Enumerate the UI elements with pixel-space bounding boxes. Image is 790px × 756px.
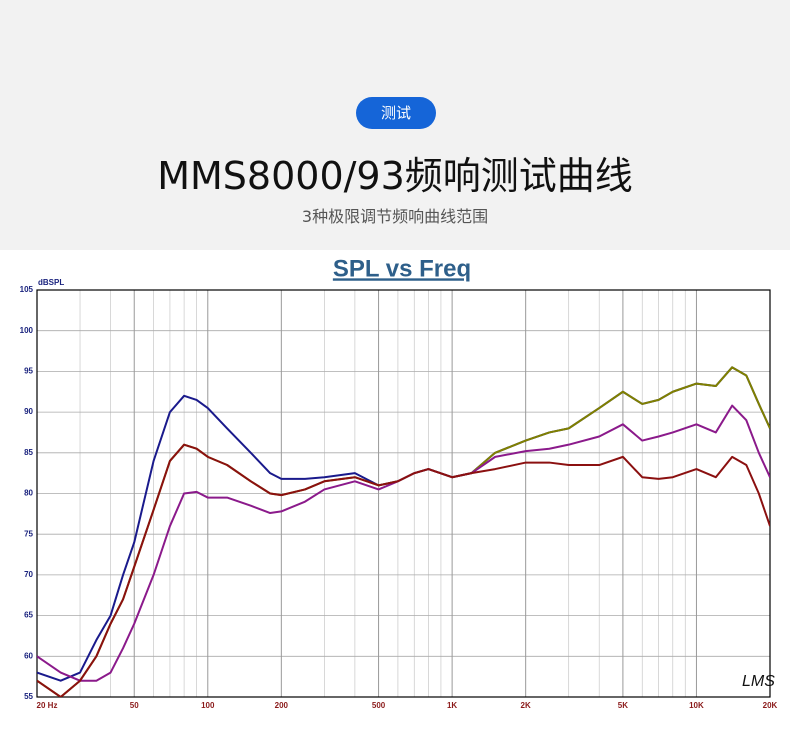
badge: 测试 xyxy=(356,97,436,129)
series-line xyxy=(37,443,770,697)
y-tick-label: 55 xyxy=(24,692,33,701)
x-tick-label: 2K xyxy=(521,701,531,710)
y-tick-label: 65 xyxy=(24,611,33,620)
x-tick-label: 20K xyxy=(763,701,778,710)
page-subtitle: 3种极限调节频响曲线范围 xyxy=(301,207,489,226)
x-tick-label: 100 xyxy=(201,701,215,710)
x-tick-label: 10K xyxy=(689,701,704,710)
chart-title: SPL vs Freq xyxy=(333,255,471,282)
chart-background xyxy=(0,250,790,756)
y-tick-label: 105 xyxy=(20,285,34,294)
y-tick-label: 70 xyxy=(24,570,33,579)
x-tick-label: 5K xyxy=(618,701,628,710)
x-tick-label: 20 Hz xyxy=(37,701,58,710)
y-tick-label: 90 xyxy=(24,407,33,416)
y-tick-label: 100 xyxy=(20,326,34,335)
plot-frame xyxy=(36,289,771,698)
y-tick-label: 75 xyxy=(24,529,33,538)
x-tick-label: 500 xyxy=(372,701,386,710)
y-tick-label: 80 xyxy=(24,489,33,498)
x-tick-label: 200 xyxy=(275,701,289,710)
y-tick-label: 85 xyxy=(24,448,33,457)
x-tick-label: 1K xyxy=(447,701,457,710)
y-tick-label: 60 xyxy=(24,651,33,660)
plot-area xyxy=(37,366,770,697)
y-axis-label: dBSPL xyxy=(38,278,64,287)
series-line xyxy=(37,404,770,682)
y-tick-label: 95 xyxy=(24,367,33,376)
page-title: MMS8000/93频响测试曲线 xyxy=(157,154,633,198)
x-tick-label: 50 xyxy=(130,701,139,710)
watermark: LMS xyxy=(742,673,775,690)
chart: SPL vs Freq dBSPL LMS 55 60 65 70 75 80 85 90 95… xyxy=(0,250,790,756)
